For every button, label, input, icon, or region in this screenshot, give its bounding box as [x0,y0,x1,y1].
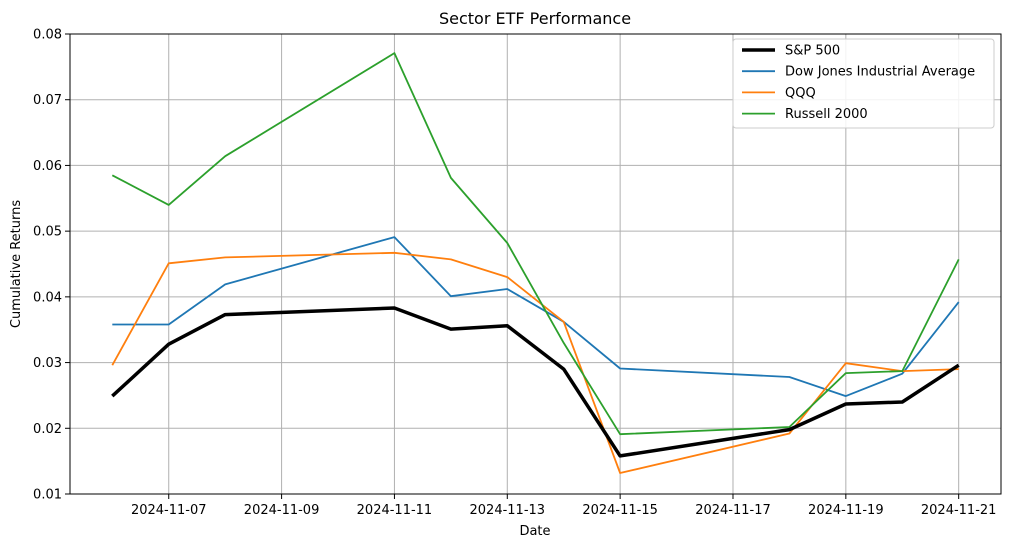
series-line-s-p-500 [111,306,960,458]
y-tick-label: 0.07 [33,93,62,108]
x-tick-label: 2024-11-19 [808,503,884,518]
x-tick-label: 2024-11-17 [695,503,771,518]
plot-frame [69,33,1002,495]
x-tick-label: 2024-11-13 [470,503,546,518]
legend-box [732,38,995,129]
series-lines [111,52,960,474]
x-axis-label: Date [519,524,550,539]
legend-label: QQQ [785,86,816,101]
y-tick-label: 0.01 [33,488,62,503]
y-tick-label: 0.02 [33,422,62,437]
legend: S&P 500 Dow Jones Industrial Average QQQ Ru… [732,38,995,129]
y-tick-label: 0.06 [33,159,62,174]
y-axis-label: Cumulative Returns [9,200,24,328]
x-tick-label: 2024-11-07 [131,503,207,518]
y-tick-label: 0.04 [33,290,62,305]
legend-label: Russell 2000 [785,107,868,122]
x-ticks: 2024-11-07 2024-11-09 2024-11-11 2024-11-13… [131,494,997,518]
chart-title: Sector ETF Performance [439,9,631,28]
y-tick-label: 0.08 [33,28,62,43]
x-tick-label: 2024-11-11 [357,503,433,518]
legend-label: Dow Jones Industrial Average [785,65,975,80]
y-tick-label: 0.03 [33,356,62,371]
y-ticks: 0.01 0.02 0.03 0.04 0.05 0.06 0.07 0.08 [33,28,70,503]
y-tick-label: 0.05 [33,225,62,240]
x-tick-label: 2024-11-21 [921,503,997,518]
x-tick-label: 2024-11-15 [582,503,658,518]
legend-label: S&P 500 [785,44,840,59]
series-line-qqq [111,251,959,474]
x-tick-label: 2024-11-09 [244,503,320,518]
series-line-dow-jones-industrial-average [112,236,960,398]
series-line-russell-2000 [111,52,960,436]
